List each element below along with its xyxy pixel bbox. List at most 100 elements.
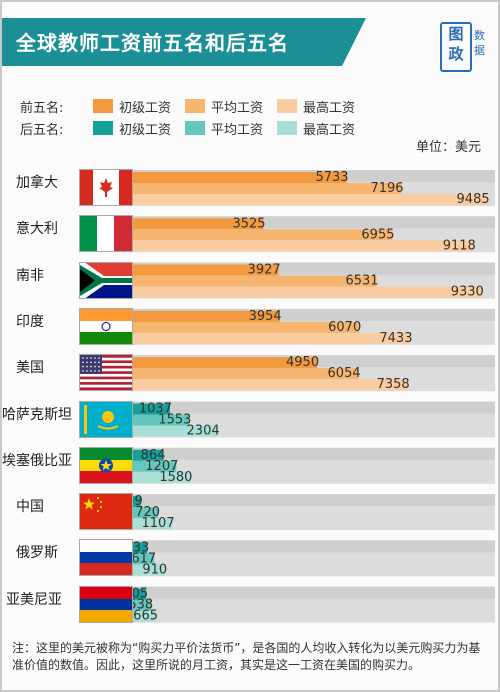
data-label: 1580 — [159, 470, 192, 485]
russia-flag-icon — [79, 539, 133, 577]
bar-average — [131, 599, 152, 611]
legend-swatch-entry — [93, 99, 113, 113]
data-label: 538 — [128, 598, 153, 613]
data-label: 3525 — [232, 216, 265, 231]
legend-label-top: 最高工资 — [303, 123, 356, 138]
data-label: 2304 — [187, 424, 220, 439]
data-label: 665 — [133, 609, 158, 624]
ethiopia-flag-icon — [79, 446, 133, 484]
bar-entry — [131, 496, 141, 508]
data-label: 1107 — [142, 516, 175, 531]
bar-average — [131, 460, 177, 472]
legend-swatch-top — [277, 121, 297, 135]
legend-swatch-average — [185, 99, 205, 113]
country-label: 南非 — [16, 267, 44, 284]
bar-entry — [131, 403, 170, 415]
unit-label: 单位：美元 — [416, 140, 482, 155]
bar-top — [131, 564, 166, 576]
bar-top — [131, 471, 191, 483]
data-label: 617 — [131, 551, 156, 566]
data-label: 6054 — [328, 366, 361, 381]
bar-top — [131, 194, 488, 205]
data-label: 7433 — [379, 331, 412, 346]
bar-average — [131, 229, 393, 241]
data-label: 9330 — [451, 285, 484, 300]
chart-title: 全球教师工资前五名和后五名 — [16, 31, 289, 55]
bar-entry — [131, 542, 148, 554]
bar-average — [131, 553, 155, 565]
bar-average — [131, 183, 402, 194]
country-label: 俄罗斯 — [16, 545, 58, 562]
data-label: 3927 — [248, 263, 281, 278]
data-label: 6955 — [361, 227, 394, 242]
legend-label-top: 最高工资 — [303, 101, 356, 116]
data-label: 6531 — [345, 274, 378, 289]
legend-swatch-entry — [93, 121, 113, 135]
india-flag-icon — [79, 307, 133, 345]
data-label: 1207 — [145, 459, 178, 474]
bar-track-shade — [131, 447, 495, 460]
usa-flag-icon — [79, 354, 133, 392]
legend-group-label: 后五名: — [20, 123, 64, 138]
italy-flag-icon — [79, 215, 133, 253]
bar-average — [131, 275, 377, 287]
data-label: 720 — [135, 505, 160, 520]
brand-logo: 图政 — [440, 22, 472, 72]
legend-group-label: 前五名: — [20, 101, 64, 116]
bar-track-shade — [131, 586, 495, 599]
country-label: 亚美尼亚 — [6, 591, 62, 608]
data-label: 4950 — [286, 355, 319, 370]
country-label: 意大利 — [16, 221, 58, 238]
bar-top — [131, 332, 411, 344]
country-label: 美国 — [16, 360, 44, 377]
bar-top — [131, 286, 482, 298]
data-label: 864 — [141, 448, 166, 463]
country-label: 中国 — [16, 499, 44, 516]
country-label: 埃塞俄比亚 — [2, 452, 72, 469]
bar-top — [131, 610, 157, 622]
legend-label-average: 平均工资 — [211, 101, 264, 116]
bar-top — [131, 240, 474, 252]
legend-label-average: 平均工资 — [211, 123, 264, 138]
data-label: 9118 — [443, 238, 476, 253]
data-label: 1553 — [158, 413, 191, 428]
footnote: 注：这里的美元被称为“购买力平价法货币”，是各国的人均收入转化为以美元购买力为基… — [12, 641, 481, 672]
data-label: 1037 — [139, 402, 172, 417]
bar-top — [131, 425, 218, 437]
data-label: 910 — [142, 562, 167, 577]
bar-top — [131, 379, 408, 391]
data-label: 3954 — [249, 309, 282, 324]
bar-entry — [131, 449, 164, 461]
bar-average — [131, 321, 360, 333]
canada-flag-icon — [79, 169, 133, 206]
bar-entry — [131, 588, 147, 600]
bar-average — [131, 507, 159, 519]
armenia-flag-icon — [79, 585, 133, 623]
south-africa-flag-icon — [79, 261, 133, 299]
country-label: 哈萨克斯坦 — [2, 406, 72, 423]
china-flag-icon — [79, 493, 133, 531]
bar-average — [131, 414, 190, 426]
data-label: 7196 — [370, 181, 403, 196]
data-label: 6070 — [328, 320, 361, 335]
title-banner: 全球教师工资前五名和后五名 — [2, 18, 366, 66]
bar-entry — [131, 357, 318, 369]
bar-average — [131, 368, 359, 380]
bar-track-shade — [131, 494, 495, 507]
bar-track-shade — [131, 540, 495, 553]
country-label: 印度 — [16, 313, 44, 330]
bar-entry — [131, 310, 280, 322]
kazakhstan-flag-icon — [79, 400, 133, 438]
bar-top — [131, 518, 173, 530]
bar-entry — [131, 172, 347, 183]
data-label: 5733 — [315, 170, 348, 185]
legend-label-entry: 初级工资 — [119, 101, 172, 116]
bar-entry — [131, 264, 279, 276]
data-label: 9485 — [457, 192, 490, 207]
bar-track-shade — [131, 401, 495, 414]
legend-swatch-average — [185, 121, 205, 135]
brand-logo-subtitle: 数据 — [474, 29, 485, 57]
data-label: 7358 — [377, 377, 410, 392]
